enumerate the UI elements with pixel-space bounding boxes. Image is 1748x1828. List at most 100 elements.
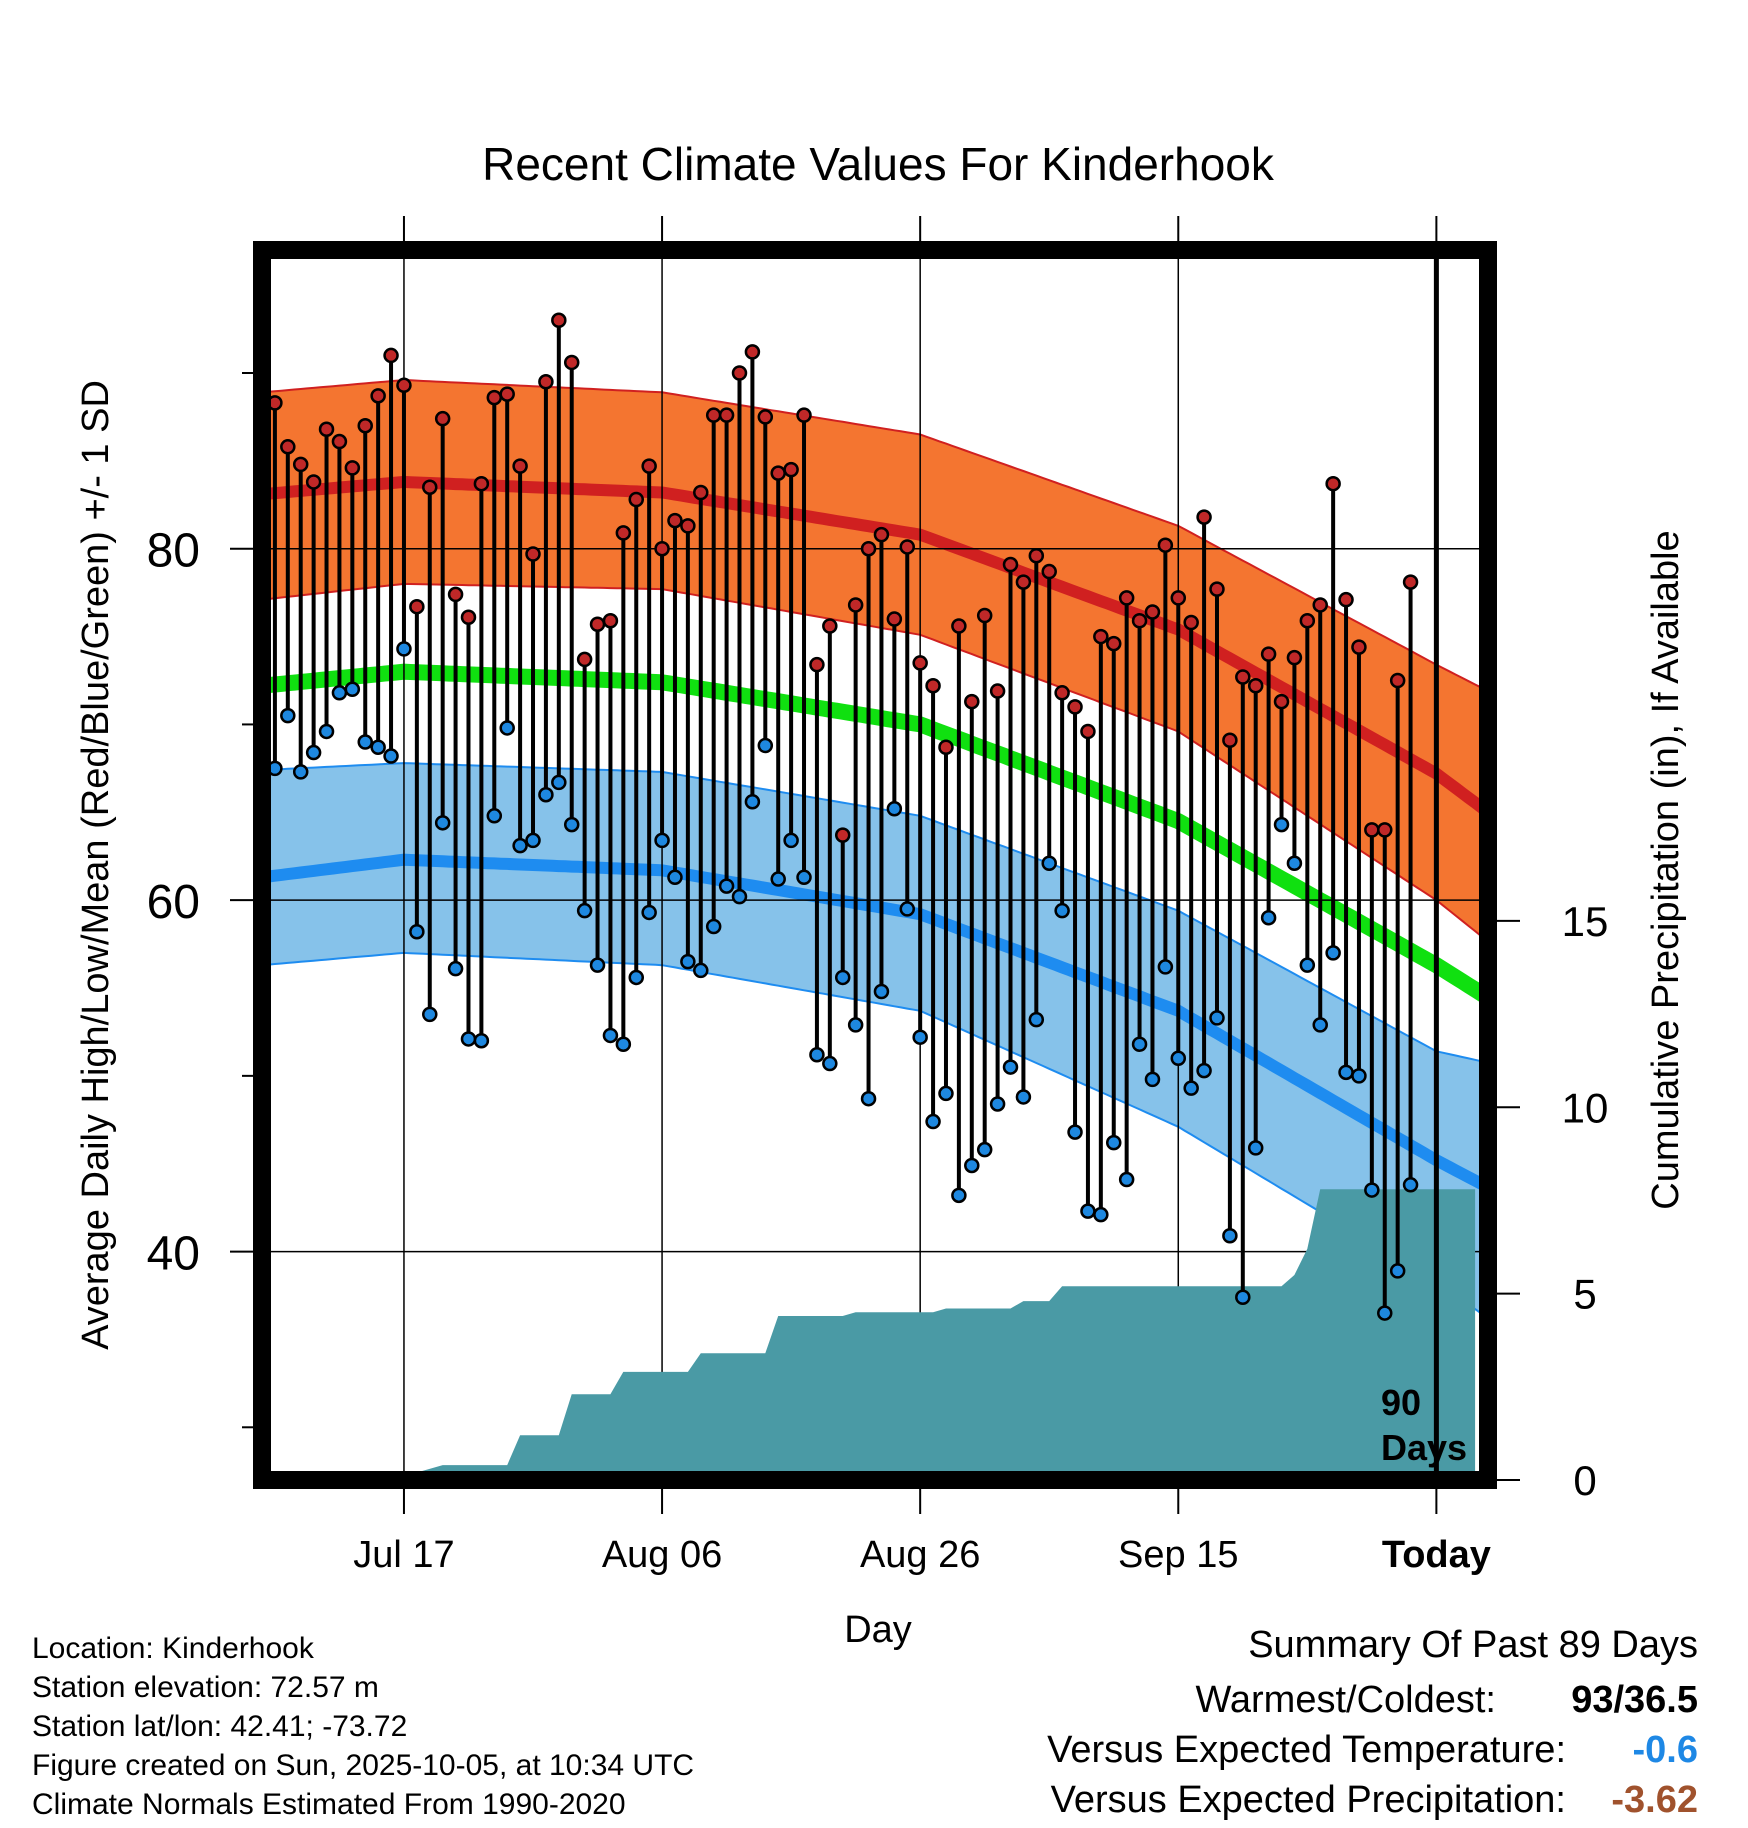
daily-high-point — [1273, 693, 1290, 710]
daily-low-point — [563, 816, 580, 833]
daily-high-point — [654, 540, 670, 557]
daily-high-point — [396, 377, 412, 394]
daily-high-point — [292, 456, 309, 473]
daily-low-point — [912, 1029, 928, 1045]
daily-high-point — [422, 479, 438, 495]
daily-low-point — [731, 888, 748, 905]
precip-area — [262, 1189, 1476, 1480]
daily-high-point — [1402, 574, 1419, 590]
daily-low-point — [357, 734, 373, 750]
y-tick-label: 60 — [147, 876, 200, 929]
figure-created: Figure created on Sun, 2025-10-05, at 10… — [32, 1749, 694, 1782]
station-location: Location: Kinderhook — [32, 1632, 315, 1665]
daily-low-point — [1131, 1036, 1148, 1052]
daily-low-point — [1118, 1171, 1135, 1188]
daily-high-point — [383, 347, 399, 364]
daily-low-point — [1105, 1134, 1122, 1151]
warm-cold-value: 93/36.5 — [1571, 1679, 1698, 1721]
daily-low-point — [770, 871, 786, 887]
warm-cold-label: Warmest/Coldest: — [1195, 1679, 1496, 1721]
daily-low-point — [1209, 1010, 1225, 1026]
daily-high-point — [318, 421, 335, 437]
today-days-label: Days — [1381, 1427, 1467, 1468]
daily-high-point — [538, 374, 554, 390]
daily-low-point — [757, 737, 774, 754]
daily-high-point — [925, 678, 941, 694]
daily-low-point — [1183, 1080, 1199, 1096]
x-tick-label: Jul 17 — [353, 1534, 454, 1576]
daily-high-point — [1286, 649, 1303, 666]
daily-high-point — [641, 458, 657, 474]
daily-low-point — [1338, 1064, 1354, 1081]
y-tick-labels: 40 60 80 — [147, 525, 200, 1281]
daily-low-point — [1389, 1263, 1406, 1279]
daily-high-point — [1209, 581, 1225, 597]
daily-high-point — [1364, 822, 1380, 838]
daily-low-point — [447, 960, 464, 977]
daily-low-point — [873, 983, 890, 1000]
daily-high-point — [964, 693, 980, 710]
daily-high-point — [886, 611, 903, 627]
x-tick-label: Aug 26 — [860, 1534, 980, 1576]
daily-low-point — [383, 748, 399, 764]
x-tick-label: Aug 06 — [602, 1534, 722, 1576]
daily-high-point — [473, 475, 490, 492]
daily-high-point — [1054, 685, 1070, 701]
daily-low-point — [409, 924, 425, 940]
x-tick-label: Today — [1382, 1534, 1491, 1576]
daily-high-point — [847, 597, 864, 613]
daily-high-point — [1377, 822, 1393, 838]
daily-low-point — [693, 962, 709, 979]
daily-high-point — [1118, 590, 1135, 606]
daily-high-point — [1325, 475, 1341, 492]
daily-high-point — [628, 491, 645, 508]
y-left-ticks — [230, 372, 253, 1429]
daily-high-point — [370, 388, 386, 404]
daily-high-point — [344, 460, 361, 476]
daily-low-point — [422, 1006, 438, 1023]
daily-high-point — [783, 461, 799, 478]
daily-high-point — [602, 613, 619, 629]
low-normal-line — [262, 853, 1488, 1193]
daily-low-point — [1286, 855, 1303, 871]
daily-high-point — [1105, 635, 1122, 652]
daily-high-point — [938, 739, 954, 756]
summary-heading: Summary Of Past 89 Days — [1248, 1624, 1698, 1666]
daily-low-point — [602, 1027, 619, 1044]
daily-low-point — [1028, 1011, 1045, 1028]
daily-low-point — [847, 1017, 864, 1033]
daily-low-point — [396, 641, 412, 657]
station-latlon: Station lat/lon: 42.41; -73.72 — [32, 1710, 407, 1743]
y2-tick-label: 10 — [1562, 1084, 1609, 1131]
daily-low-point — [305, 744, 322, 761]
daily-low-point — [744, 793, 761, 810]
daily-low-point — [1015, 1089, 1032, 1105]
today-days-number: 90 — [1381, 1382, 1421, 1423]
daily-low-point — [1402, 1177, 1419, 1193]
daily-low-point — [486, 808, 503, 824]
daily-high-point — [1351, 639, 1367, 655]
daily-low-point — [796, 869, 812, 886]
y2-tick-label: 15 — [1562, 898, 1609, 945]
daily-low-point — [938, 1085, 954, 1102]
daily-low-point — [886, 801, 903, 817]
daily-low-point — [512, 837, 528, 854]
normal-bands — [262, 378, 1488, 1320]
daily-low-point — [628, 969, 645, 986]
daily-low-point — [318, 723, 335, 740]
daily-low-point — [1080, 1203, 1096, 1219]
daily-low-point — [680, 953, 696, 970]
daily-low-point — [551, 774, 567, 791]
daily-low-point — [1222, 1228, 1238, 1244]
daily-low-point — [538, 786, 554, 803]
daily-high-point — [989, 683, 1006, 699]
daily-low-point — [331, 685, 348, 701]
x-tick-labels: Jul 17 Aug 06 Aug 26 Sep 15 Today — [353, 1534, 1491, 1576]
summary-panel: Summary Of Past 89 Days Warmest/Coldest:… — [1047, 1624, 1698, 1821]
daily-high-point — [834, 827, 851, 843]
daily-low-point — [280, 707, 296, 724]
y2-axis: 0 5 10 15 — [1497, 898, 1608, 1504]
daily-high-point — [770, 465, 786, 481]
daily-high-point — [1389, 672, 1406, 689]
daily-low-point — [499, 720, 515, 736]
